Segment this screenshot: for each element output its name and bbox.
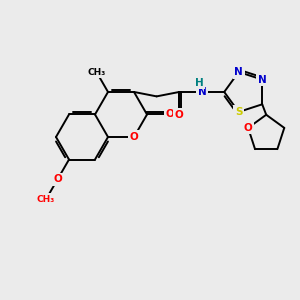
Text: N: N	[258, 75, 267, 85]
Text: CH₃: CH₃	[87, 68, 106, 77]
Text: O: O	[130, 132, 138, 142]
Text: O: O	[166, 110, 174, 119]
Text: O: O	[244, 123, 253, 133]
Text: H: H	[195, 78, 203, 88]
Text: S: S	[235, 107, 242, 117]
Text: O: O	[53, 174, 62, 184]
Text: CH₃: CH₃	[37, 195, 55, 204]
Text: N: N	[234, 67, 243, 77]
Text: N: N	[198, 87, 206, 97]
Text: O: O	[175, 110, 184, 120]
